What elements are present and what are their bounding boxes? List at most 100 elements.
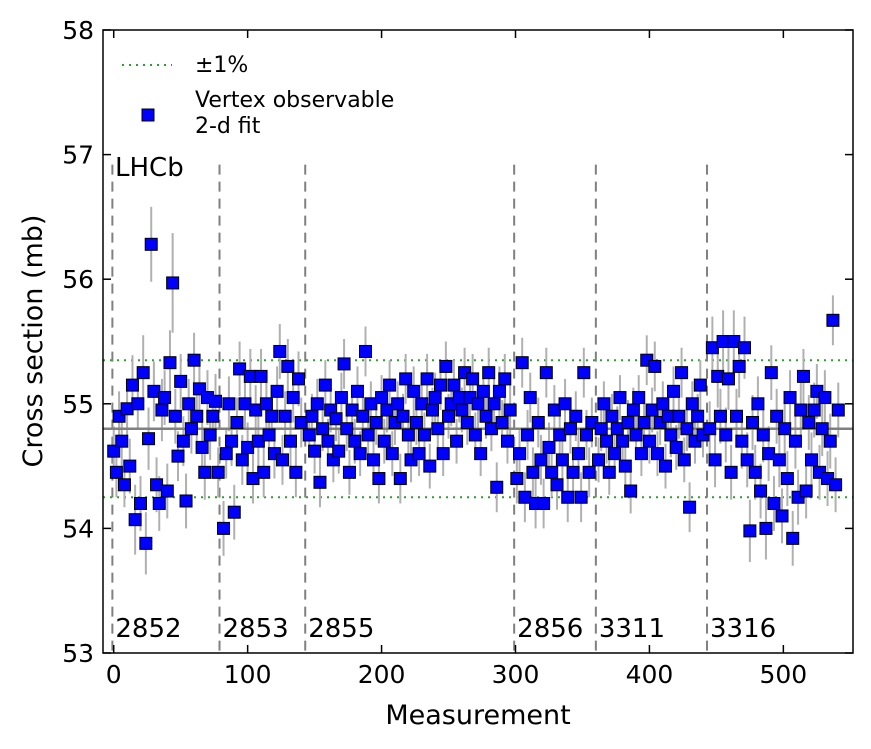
data-point (708, 453, 722, 467)
data-point (751, 397, 765, 411)
data-point (772, 453, 786, 467)
data-point (831, 403, 845, 417)
y-tick-label: 55 (62, 390, 94, 419)
run-label: 2855 (308, 614, 374, 644)
data-point (754, 484, 768, 498)
data-point (176, 434, 190, 448)
data-point (492, 384, 506, 398)
plot-frame (102, 29, 854, 654)
data-point (321, 434, 335, 448)
data-point (425, 403, 439, 417)
data-point (815, 422, 829, 436)
x-tick-label: 300 (492, 660, 540, 689)
data-point (383, 378, 397, 392)
data-point (348, 434, 362, 448)
data-point (786, 531, 800, 545)
data-point (249, 403, 263, 417)
data-point (600, 434, 614, 448)
data-point (350, 384, 364, 398)
x-tick-label: 0 (106, 660, 122, 689)
data-point (503, 403, 517, 417)
y-axis-label: Cross section (mb) (18, 215, 49, 468)
data-points (107, 237, 845, 550)
data-point (500, 434, 514, 448)
data-point (648, 359, 662, 373)
data-point (227, 505, 241, 519)
data-point (626, 403, 640, 417)
data-point (743, 524, 757, 538)
data-point (634, 447, 648, 461)
data-point (780, 472, 794, 486)
data-point (621, 415, 635, 429)
experiment-label: LHCb (115, 153, 184, 183)
data-point (602, 465, 616, 479)
x-tick-label: 200 (358, 660, 406, 689)
data-point (526, 465, 540, 479)
x-tick-label: 500 (759, 660, 807, 689)
data-point (313, 475, 327, 489)
data-point (680, 422, 694, 436)
data-point (487, 397, 501, 411)
data-point (534, 453, 548, 467)
data-point (174, 374, 188, 388)
data-point (270, 384, 284, 398)
data-point (251, 434, 265, 448)
data-point (498, 372, 512, 386)
data-point (225, 434, 239, 448)
data-point (675, 366, 689, 380)
data-point (447, 378, 461, 392)
data-point (340, 422, 354, 436)
data-point (624, 484, 638, 498)
data-point (222, 397, 236, 411)
data-point (799, 484, 813, 498)
data-point (115, 434, 129, 448)
data-point (302, 428, 316, 442)
data-point (555, 453, 569, 467)
data-point (158, 391, 172, 405)
data-point (369, 415, 383, 429)
data-point (152, 496, 166, 510)
data-point (466, 372, 480, 386)
data-point (762, 447, 776, 461)
data-point (716, 335, 730, 348)
data-point (332, 444, 346, 458)
data-point (136, 366, 150, 380)
data-point (579, 428, 593, 442)
data-point (637, 415, 651, 429)
data-point (563, 422, 577, 436)
data-point (367, 453, 381, 467)
data-point (160, 484, 174, 498)
data-point (616, 434, 630, 448)
data-point (756, 428, 770, 442)
data-point (542, 440, 556, 454)
data-point (474, 447, 488, 461)
data-point (190, 409, 204, 423)
data-point (131, 397, 145, 411)
data-point (537, 496, 551, 510)
data-point (434, 378, 447, 392)
data-point (372, 472, 386, 486)
data-point (597, 397, 611, 411)
data-point (235, 453, 249, 467)
data-point (289, 465, 303, 479)
data-point (513, 447, 527, 461)
data-point (316, 422, 330, 436)
data-point (391, 397, 405, 411)
data-point (155, 403, 169, 417)
data-point (209, 394, 222, 408)
data-point (265, 409, 279, 423)
data-point (574, 490, 588, 504)
data-point (361, 428, 375, 442)
data-point (569, 409, 583, 423)
data-point (292, 372, 306, 386)
x-tick-label: 400 (626, 660, 674, 689)
run-label: 2856 (517, 614, 583, 644)
data-point (794, 403, 808, 417)
data-point (166, 276, 180, 290)
data-point (592, 453, 606, 467)
data-point (407, 384, 421, 398)
data-point (294, 415, 308, 429)
data-point (436, 447, 450, 461)
data-point (642, 434, 656, 448)
data-point (479, 409, 493, 423)
